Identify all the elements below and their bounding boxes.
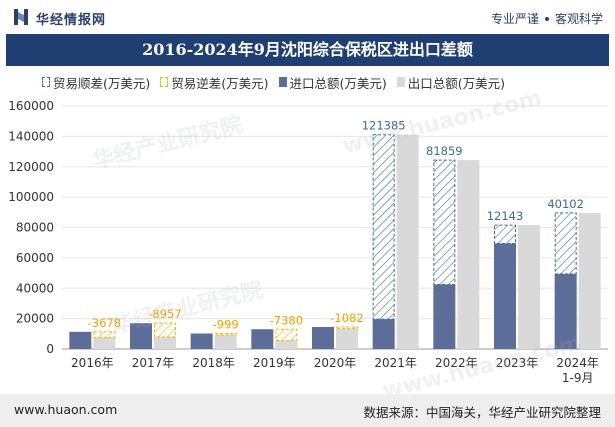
- legend-swatch-import: [278, 77, 287, 87]
- x-tick-label: 2020年: [314, 356, 357, 370]
- x-tick-label: 2019年: [253, 356, 296, 370]
- chart-title: 2016-2024年9月沈阳综合保税区进出口差额: [6, 34, 609, 66]
- balance-deficit-box: [336, 326, 358, 330]
- bar-export: [275, 340, 298, 349]
- balance-surplus-box: [494, 224, 516, 244]
- bar-export: [457, 160, 480, 349]
- legend-item-deficit: 贸易逆差(万美元): [160, 73, 269, 92]
- x-tick-label: 2016年: [71, 356, 114, 370]
- y-tick-label: 20000: [16, 312, 54, 326]
- chart-legend: 贸易顺差(万美元) 贸易逆差(万美元) 进口总额(万美元) 出口总额(万美元): [42, 73, 515, 92]
- bar-import: [312, 326, 334, 349]
- bar-import: [251, 329, 274, 349]
- legend-label-export: 出口总额(万美元): [407, 75, 506, 91]
- top-bar: 华经情报网 专业严谨 客观科学: [0, 0, 615, 34]
- footer: www.huaon.com 数据来源：中国海关，华经产业研究院整理: [0, 394, 615, 427]
- balance-deficit-box: [275, 328, 298, 341]
- y-tick-label: 80000: [16, 221, 54, 235]
- x-tick-label: 2023年: [496, 356, 539, 370]
- legend-item-surplus: 贸易顺差(万美元): [42, 73, 150, 92]
- y-tick-label: 0: [46, 342, 54, 356]
- bar-import: [494, 243, 516, 349]
- balance-value-label: -8957: [148, 307, 181, 321]
- chart-plot: 0 20000 40000 60000 80000 100000 120000 140000 1…: [8, 99, 608, 385]
- slogan-dot-icon: [544, 16, 549, 21]
- y-tick-label: 140000: [8, 129, 54, 143]
- bar-import: [130, 323, 152, 349]
- bar-import: [190, 333, 213, 349]
- footer-source: 数据来源：中国海关，华经产业研究院整理: [363, 405, 601, 420]
- x-tick-label: 2017年: [132, 356, 175, 370]
- legend-item-import: 进口总额(万美元): [278, 73, 387, 92]
- y-tick-label: 160000: [8, 99, 54, 113]
- bar-export: [396, 134, 419, 349]
- balance-value-label: 40102: [547, 197, 584, 211]
- bar-export: [214, 335, 237, 349]
- y-tick-label: 40000: [16, 281, 54, 295]
- bar-export: [93, 337, 116, 349]
- bar-import: [372, 319, 395, 349]
- balance-surplus-box: [372, 134, 395, 320]
- brand-logo-icon: [14, 9, 28, 25]
- balance-value-label: -3678: [88, 316, 121, 330]
- bar-import: [69, 331, 92, 349]
- balance-value-label: 81859: [426, 144, 463, 158]
- legend-label-surplus: 贸易顺差(万美元): [53, 75, 151, 91]
- balance-value-label: -7380: [270, 313, 303, 327]
- slogan-left: 专业严谨: [490, 12, 539, 26]
- balance-deficit-box: [93, 331, 116, 338]
- balance-value-label: -1082: [330, 311, 363, 325]
- balance-surplus-box: [433, 159, 456, 285]
- balance-value-label: -999: [213, 318, 239, 332]
- footer-url: www.huaon.com: [14, 402, 118, 417]
- bar-import: [554, 273, 577, 349]
- bar-export: [578, 212, 601, 349]
- balance-value-label: 121385: [362, 119, 406, 133]
- balance-deficit-box: [154, 322, 176, 338]
- legend-swatch-deficit: [160, 77, 169, 87]
- x-tick-label: 2024年: [556, 356, 599, 370]
- legend-swatch-surplus: [42, 77, 50, 87]
- bar-import: [433, 284, 456, 349]
- brand-name: 华经情报网: [36, 13, 107, 28]
- legend-item-export: 出口总额(万美元): [396, 73, 506, 92]
- balance-surplus-box: [554, 212, 577, 275]
- bar-export: [154, 336, 176, 349]
- y-tick-label: 60000: [16, 251, 54, 265]
- bar-export: [336, 328, 358, 349]
- balance-deficit-box: [214, 333, 237, 336]
- x-tick-label: 1-9月: [562, 371, 594, 385]
- x-tick-label: 2018年: [192, 356, 235, 370]
- y-tick-label: 120000: [8, 160, 54, 174]
- legend-label-import: 进口总额(万美元): [289, 75, 387, 91]
- slogan: 专业严谨 客观科学: [491, 10, 603, 27]
- slogan-right: 客观科学: [554, 12, 603, 26]
- bar-export: [518, 225, 540, 349]
- legend-label-deficit: 贸易逆差(万美元): [171, 75, 269, 91]
- x-tick-label: 2021年: [374, 356, 417, 370]
- legend-swatch-export: [396, 77, 405, 87]
- balance-value-label: 12143: [487, 209, 524, 223]
- x-tick-label: 2022年: [435, 356, 478, 370]
- y-tick-label: 100000: [8, 190, 54, 204]
